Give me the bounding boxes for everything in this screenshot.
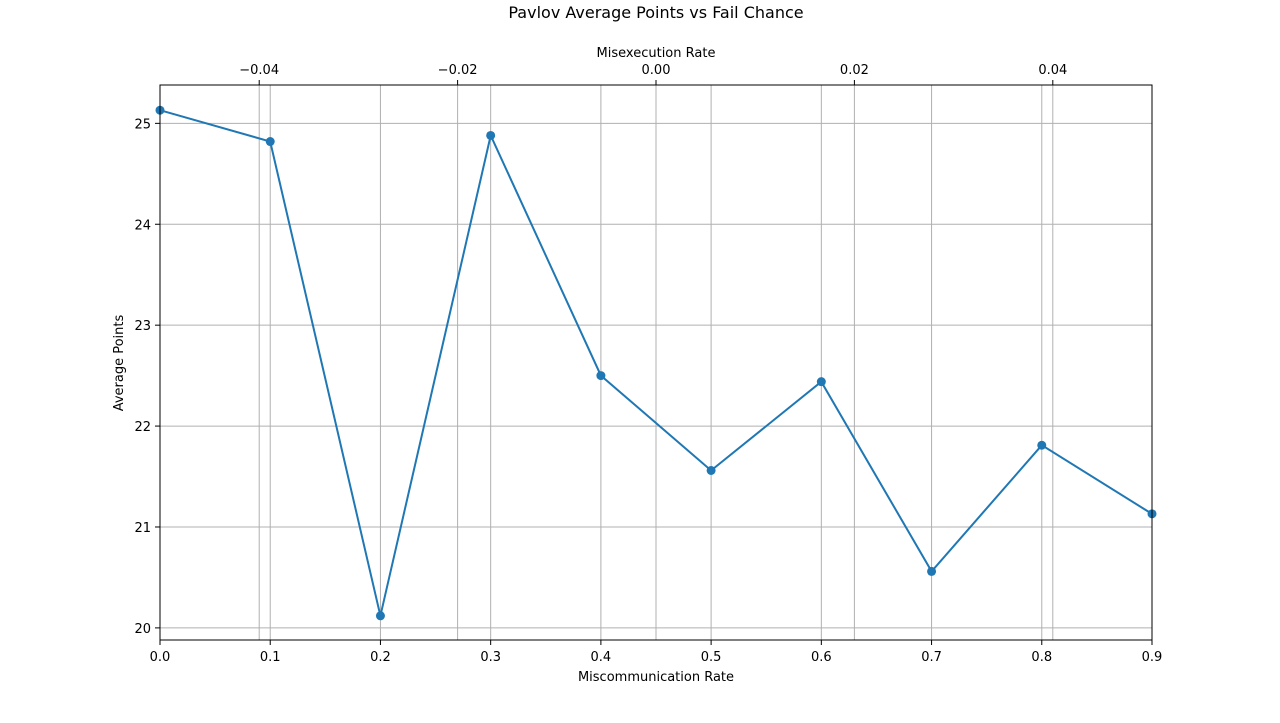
y-tick-label: 24 <box>134 218 151 233</box>
x-tick-label: 0.1 <box>260 650 281 665</box>
top-tick-label: 0.00 <box>642 63 671 78</box>
data-point <box>596 371 606 381</box>
grid <box>159 85 1153 640</box>
y-axis-label: Average Points <box>112 314 127 411</box>
top-tick-label: 0.02 <box>840 63 869 78</box>
x-tick-label: 0.3 <box>480 650 501 665</box>
data-point <box>927 566 937 576</box>
y-tick-label: 20 <box>134 622 151 637</box>
x-tick-label: 0.9 <box>1142 650 1163 665</box>
data-point <box>375 611 385 621</box>
top-tick-label: 0.04 <box>1038 63 1067 78</box>
x-tick-label: 0.6 <box>811 650 832 665</box>
series <box>155 105 1157 621</box>
chart-title: Pavlov Average Points vs Fail Chance <box>508 3 803 22</box>
y-tick-label: 25 <box>134 117 151 132</box>
data-point <box>1037 440 1047 450</box>
x-tick-label: 0.7 <box>921 650 942 665</box>
y-tick-label: 23 <box>134 319 151 334</box>
plot-frame <box>159 84 1153 641</box>
x-tick-label: 0.8 <box>1031 650 1052 665</box>
data-point <box>265 137 275 147</box>
top-tick-label: −0.04 <box>239 63 279 78</box>
axis-ticks: 0.0 0.1 0.2 0.3 0.4 0.5 0.6 0.7 0.8 0.9 20 21 22 23 24… <box>134 63 1162 665</box>
x-axis-label: Miscommunication Rate <box>578 670 734 685</box>
y-tick-label: 21 <box>134 521 151 536</box>
top-axis-label: Misexecution Rate <box>597 46 716 61</box>
data-point <box>816 377 826 387</box>
data-point <box>486 130 496 140</box>
x-tick-label: 0.0 <box>150 650 171 665</box>
x-tick-label: 0.2 <box>370 650 391 665</box>
x-tick-label: 0.4 <box>591 650 612 665</box>
data-point <box>706 465 716 475</box>
x-tick-label: 0.5 <box>701 650 722 665</box>
y-tick-label: 22 <box>134 420 151 435</box>
top-tick-label: −0.02 <box>438 63 478 78</box>
series-line <box>159 109 1153 617</box>
